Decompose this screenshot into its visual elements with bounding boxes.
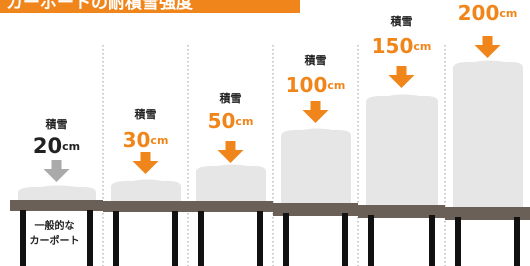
arrow [218, 141, 244, 163]
snow-amount: 200cm [458, 1, 518, 25]
post [20, 210, 26, 266]
title: カーポートの耐積雪強度 [6, 0, 194, 13]
amount-number: 100 [286, 73, 328, 97]
caption: カーポート [30, 234, 80, 247]
roof [188, 201, 273, 212]
snow [18, 186, 96, 201]
amount-unit: cm [62, 140, 80, 153]
snow-label: 積雪 [134, 107, 157, 121]
post [87, 210, 93, 266]
arrow [475, 36, 501, 58]
amount-number: 30 [123, 128, 151, 152]
snow-amount: 30cm [123, 128, 169, 152]
snow-amount: 150cm [372, 34, 432, 58]
snow-label: 積雪 [45, 117, 68, 131]
arrow [44, 160, 70, 182]
post [429, 215, 435, 266]
snow [196, 165, 266, 202]
snow-label: 積雪 [219, 91, 242, 105]
snow-label: 積雪 [304, 53, 327, 67]
amount-number: 200 [458, 1, 500, 25]
arrow [389, 66, 415, 88]
arrow [133, 152, 159, 174]
post [283, 213, 289, 266]
snow [453, 61, 523, 208]
roof [103, 201, 188, 212]
amount-unit: cm [413, 40, 431, 53]
post [368, 215, 374, 266]
post [198, 211, 204, 266]
snow-load-diagram: カーポートの耐積雪強度 積雪20cm一般的なカーポート積雪30cm積雪50cm積… [0, 0, 530, 266]
amount-unit: cm [150, 134, 168, 147]
snow-amount: 20cm [33, 134, 80, 158]
amount-unit: cm [499, 7, 517, 20]
post [113, 211, 119, 266]
post [514, 217, 520, 266]
snow-amount: 50cm [208, 109, 254, 133]
snow [366, 95, 438, 206]
amount-number: 20 [33, 134, 62, 158]
caption: 一般的な [35, 219, 75, 232]
snow [111, 180, 181, 202]
post [257, 211, 263, 266]
snow-amount: 100cm [286, 73, 346, 97]
post [172, 211, 178, 266]
amount-number: 50 [208, 109, 236, 133]
amount-number: 150 [372, 34, 414, 58]
amount-unit: cm [235, 115, 253, 128]
arrow [303, 101, 329, 123]
snow-label: 積雪 [390, 14, 413, 28]
amount-unit: cm [327, 79, 345, 92]
roof [10, 200, 103, 211]
snow [281, 129, 351, 204]
post [455, 217, 461, 266]
post [342, 213, 348, 266]
